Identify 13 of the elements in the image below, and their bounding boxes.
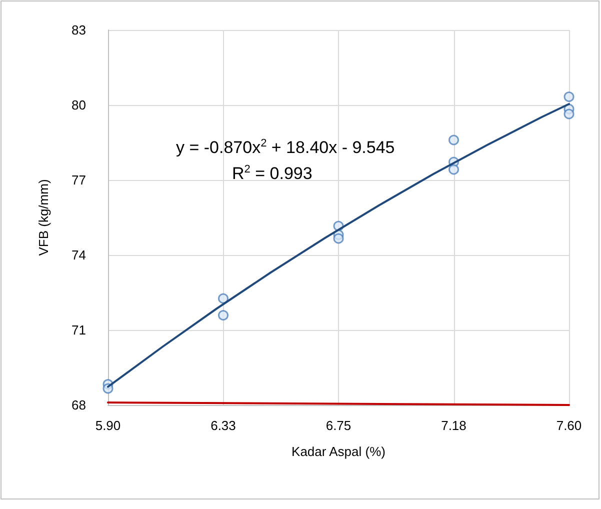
x-tick-label: 5.90: [95, 418, 121, 433]
y-tick-label: 80: [72, 98, 86, 112]
y-axis-title: VFB (kg/mm): [36, 179, 51, 256]
y-tick-label: 74: [72, 248, 86, 262]
y-tick-label: 68: [72, 398, 86, 412]
x-tick-label: 7.18: [441, 418, 466, 433]
x-axis-title: Kadar Aspal (%): [292, 444, 386, 459]
x-tick-label: 6.33: [210, 418, 236, 433]
y-tick-label: 77: [72, 172, 86, 188]
x-tick-label: 6.75: [326, 418, 352, 433]
y-tick-label: 83: [72, 22, 86, 38]
y-tick-label: 71: [72, 322, 86, 338]
x-tick-label: 7.60: [556, 418, 582, 433]
